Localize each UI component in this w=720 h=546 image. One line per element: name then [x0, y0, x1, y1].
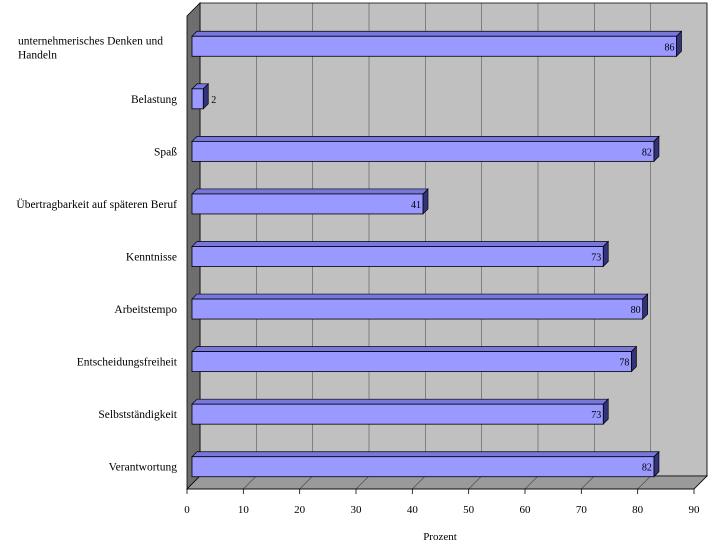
bar	[191, 82, 210, 110]
bar-face	[191, 456, 655, 478]
bar-top	[191, 451, 660, 458]
bar-face	[191, 88, 204, 110]
category-labels: unternehmerisches Denken und Handeln Belas…	[16, 35, 177, 473]
floor-gridline	[355, 475, 370, 490]
category-label-line: Handeln	[18, 49, 57, 61]
floor-gridline	[243, 475, 257, 490]
data-label: 78	[619, 358, 629, 369]
bar	[191, 240, 610, 268]
category-label: Entscheidungsfreiheit	[77, 357, 178, 369]
bar	[191, 135, 660, 163]
bar-face	[191, 298, 644, 320]
bar-top	[191, 293, 649, 300]
bar-top	[191, 346, 638, 352]
floor-gridline	[468, 475, 482, 490]
x-axis-title: Prozent	[423, 531, 457, 543]
floor-gridline	[524, 475, 539, 490]
bar-face	[191, 246, 604, 267]
bar-top	[191, 188, 429, 195]
data-label: 80	[631, 305, 641, 316]
category-label: Arbeitstempo	[114, 304, 177, 316]
floor	[186, 475, 708, 490]
bar-top	[191, 30, 683, 37]
category-label-line: unternehmerisches Denken und	[18, 35, 163, 47]
data-label: 41	[411, 200, 421, 211]
x-tick-label: 80	[632, 504, 644, 516]
bar	[191, 450, 660, 478]
category-label: Selbstständigkeit	[98, 409, 177, 421]
bars: 86 2 82 41 73 80 78 73 82	[191, 30, 683, 478]
bar	[191, 188, 429, 215]
x-tick-label: 0	[184, 504, 190, 516]
x-tick-label: 90	[689, 504, 701, 516]
x-tick-label: 10	[238, 504, 250, 516]
bar-face	[191, 35, 677, 57]
data-label: 86	[664, 42, 674, 53]
floor-gridline	[299, 475, 313, 490]
data-label: 73	[591, 410, 601, 421]
x-tick-label: 30	[351, 504, 363, 516]
data-label: 2	[211, 95, 216, 106]
bar	[191, 398, 610, 426]
gridlines	[187, 3, 708, 490]
floor-gridline	[412, 475, 426, 490]
floor-gridline	[581, 475, 595, 490]
bar-top	[191, 398, 610, 405]
bar-top	[191, 241, 610, 247]
x-tick-label: 70	[576, 504, 588, 516]
category-label: unternehmerisches Denken und Handeln	[18, 35, 163, 61]
data-label: 82	[642, 463, 652, 474]
x-tick-label: 60	[520, 504, 532, 516]
category-label: Kenntnisse	[126, 252, 177, 264]
floor-gridline	[637, 475, 651, 490]
x-axis: 0 10 20 30 40 50 60 70 80 90	[184, 489, 700, 516]
bar	[191, 30, 683, 58]
category-label: Spaß	[154, 146, 177, 158]
x-tick-label: 40	[407, 504, 419, 516]
bar-face	[191, 140, 655, 162]
bar	[191, 293, 649, 320]
category-label: Verantwortung	[109, 462, 178, 474]
category-label: Belastung	[131, 94, 177, 106]
floor-gridline	[693, 475, 708, 490]
data-label: 82	[642, 147, 652, 158]
bar-face	[191, 403, 604, 425]
bar-top	[191, 136, 660, 142]
x-tick-label: 50	[463, 504, 475, 516]
category-label: Übertragbarkeit auf späteren Beruf	[16, 197, 177, 211]
bar-face	[191, 193, 424, 215]
x-tick-label: 20	[294, 504, 306, 516]
bar	[191, 345, 638, 373]
bar-face	[191, 351, 632, 373]
data-label: 73	[591, 253, 601, 264]
